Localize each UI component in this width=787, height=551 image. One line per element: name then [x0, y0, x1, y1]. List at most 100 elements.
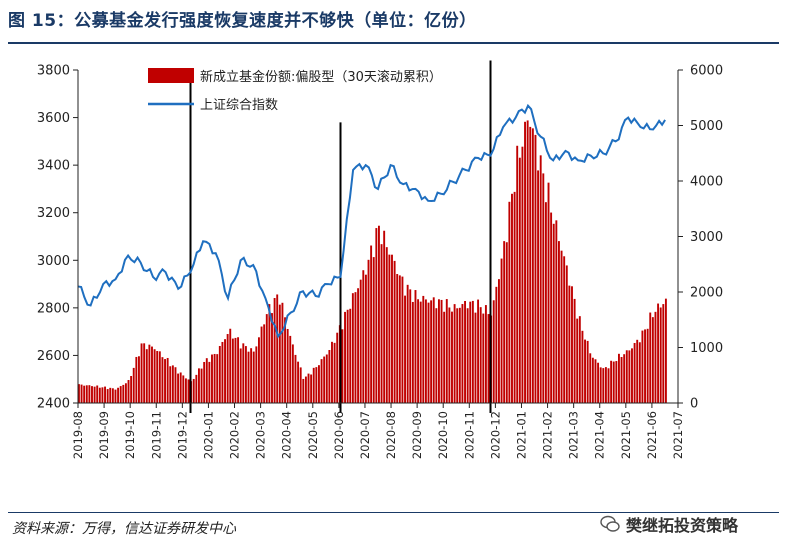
bar	[310, 374, 313, 403]
bar	[581, 330, 584, 403]
bar	[148, 344, 151, 403]
bar	[563, 256, 566, 403]
bar	[646, 328, 649, 403]
bar	[644, 329, 646, 403]
bar	[628, 350, 631, 403]
bar	[654, 311, 657, 403]
bar	[544, 202, 547, 403]
bar	[135, 356, 138, 403]
x-tick-label: 2020-06	[332, 411, 346, 459]
bar	[299, 367, 302, 403]
bar	[518, 157, 521, 403]
bar	[182, 375, 185, 403]
bar	[138, 356, 140, 403]
legend-line-label: 上证综合指数	[200, 98, 278, 113]
x-tick-label: 2021-06	[645, 411, 659, 459]
bar	[271, 313, 273, 403]
bar	[524, 121, 526, 403]
bar	[516, 145, 519, 403]
bar	[417, 299, 420, 403]
watermark: 樊继拓投资策略	[600, 510, 738, 538]
bar	[312, 367, 315, 403]
bar	[101, 387, 104, 403]
bar	[349, 308, 352, 403]
bar	[430, 300, 433, 403]
bar	[531, 128, 534, 403]
bar	[618, 353, 620, 403]
bar	[242, 343, 245, 403]
bar	[620, 357, 623, 403]
x-tick-label: 2021-07	[671, 411, 685, 459]
y-right-tick-label: 2000	[690, 286, 723, 301]
bar	[281, 302, 284, 403]
bar	[364, 274, 367, 403]
bar	[584, 339, 586, 403]
y-left-tick-label: 2600	[37, 349, 70, 364]
bar	[284, 317, 286, 403]
bar	[221, 341, 224, 403]
bar	[414, 290, 417, 403]
bar	[657, 303, 660, 403]
bar	[161, 357, 164, 403]
bar	[153, 349, 156, 403]
bar	[171, 365, 174, 403]
bar	[565, 265, 568, 403]
bar	[388, 254, 391, 403]
bar	[526, 120, 529, 403]
bar	[505, 242, 508, 403]
bar	[244, 346, 247, 403]
bar	[633, 342, 636, 403]
bar	[539, 155, 542, 403]
bar	[393, 260, 396, 403]
bar	[93, 386, 96, 403]
bar	[145, 349, 148, 403]
watermark-text: 樊继拓投资策略	[626, 516, 739, 535]
bar	[239, 348, 242, 403]
y-left-tick-label: 2400	[37, 397, 70, 412]
bar	[466, 308, 469, 403]
bar	[250, 348, 253, 403]
bar	[351, 293, 354, 403]
x-tick-label: 2019-11	[149, 411, 163, 459]
bar	[119, 386, 122, 403]
x-tick-label: 2020-07	[358, 411, 372, 459]
bar	[320, 359, 323, 403]
source-divider	[8, 512, 779, 513]
bar	[378, 225, 380, 403]
bar	[547, 182, 550, 403]
bar	[341, 329, 344, 403]
bar	[177, 373, 180, 403]
bar	[662, 304, 665, 403]
bar	[498, 279, 500, 403]
bar	[344, 311, 346, 403]
bar	[398, 275, 401, 403]
bar	[109, 387, 112, 403]
bar	[469, 301, 472, 403]
x-tick-label: 2021-05	[619, 411, 633, 459]
bar	[477, 299, 480, 403]
bar	[422, 295, 425, 403]
bar	[427, 302, 430, 403]
x-tick-label: 2020-03	[254, 411, 268, 459]
y-left-tick-label: 3000	[37, 254, 70, 269]
bar	[638, 342, 641, 403]
bar	[511, 193, 513, 403]
bar	[615, 361, 618, 403]
bar	[78, 384, 80, 403]
bar	[323, 356, 326, 403]
bar	[213, 353, 216, 403]
bar	[591, 357, 594, 403]
bar	[208, 361, 211, 403]
x-tick-label: 2020-09	[410, 411, 424, 459]
y-right-tick-label: 1000	[690, 341, 723, 356]
bar	[198, 368, 200, 403]
bar	[291, 344, 294, 403]
bar	[443, 311, 446, 403]
bar	[359, 279, 362, 403]
bar	[623, 354, 626, 403]
bar	[85, 385, 88, 403]
bar	[203, 361, 206, 403]
bar	[218, 345, 221, 403]
x-tick-label: 2020-10	[436, 411, 450, 459]
bar	[127, 380, 130, 403]
